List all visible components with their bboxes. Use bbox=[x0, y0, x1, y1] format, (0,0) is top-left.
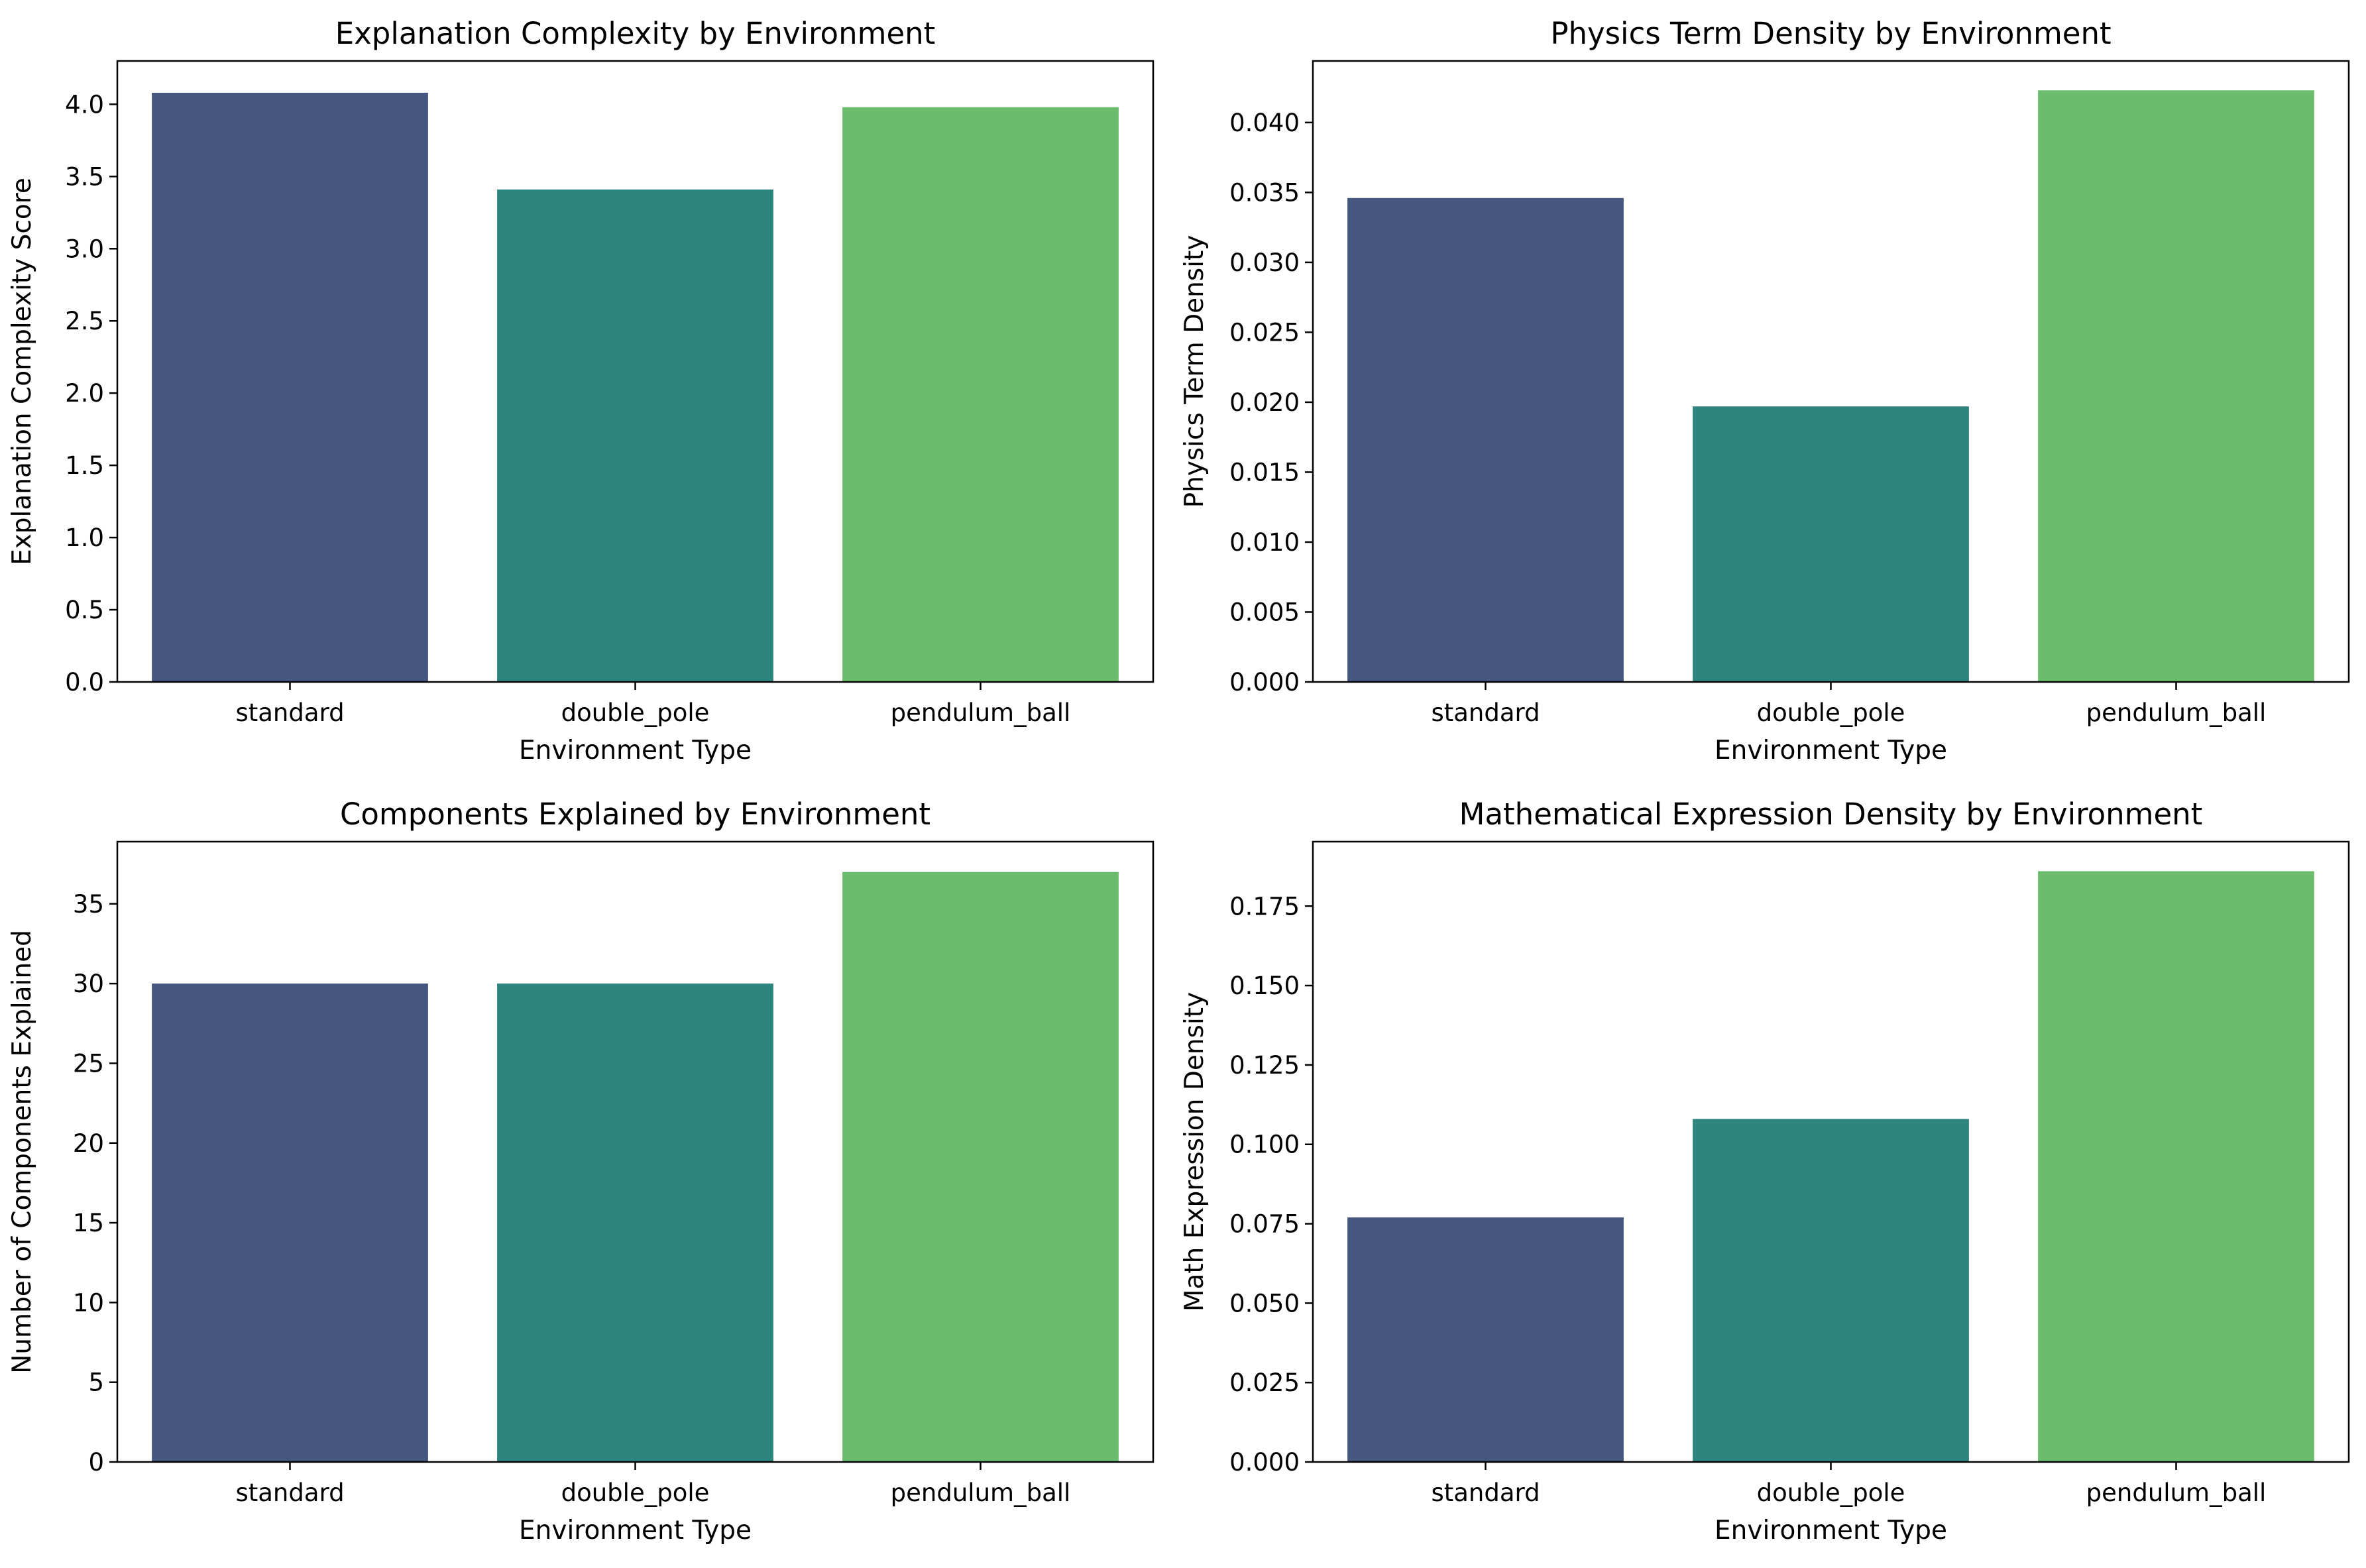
y-axis-label: Math Expression Density bbox=[1180, 992, 1210, 1312]
x-axis-label: Environment Type bbox=[1715, 736, 1947, 765]
y-tick-label: 0.075 bbox=[1229, 1210, 1300, 1239]
y-tick-label: 2.5 bbox=[65, 307, 104, 335]
y-tick-label: 0.015 bbox=[1229, 458, 1300, 486]
y-tick-label: 0.100 bbox=[1229, 1131, 1300, 1159]
chart-panel-4: Mathematical Expression Density by Envir… bbox=[1180, 797, 2350, 1545]
x-tick-label: standard bbox=[1431, 699, 1540, 727]
chart-title: Components Explained by Environment bbox=[340, 797, 930, 832]
y-tick-label: 0.035 bbox=[1229, 178, 1300, 207]
bar-double_pole bbox=[497, 983, 773, 1462]
chart-panel-1: Explanation Complexity by Environment En… bbox=[7, 16, 1155, 765]
x-tick-label: double_pole bbox=[1757, 1479, 1905, 1507]
y-tick-label: 15 bbox=[73, 1209, 104, 1237]
y-tick-label: 0.010 bbox=[1229, 528, 1300, 557]
bar-pendulum_ball bbox=[842, 107, 1119, 683]
bar-standard bbox=[1347, 1217, 1624, 1462]
y-axis-label: Number of Components Explained bbox=[7, 930, 37, 1374]
x-tick-label: double_pole bbox=[1757, 699, 1905, 727]
bar-standard bbox=[1347, 197, 1624, 682]
x-tick-label: double_pole bbox=[561, 1479, 710, 1507]
y-tick-label: 0.005 bbox=[1229, 598, 1300, 626]
y-tick-label: 1.0 bbox=[65, 524, 104, 552]
y-tick-label: 0.150 bbox=[1229, 972, 1300, 1000]
chart-title: Physics Term Density by Environment bbox=[1550, 16, 2111, 51]
y-tick-label: 5 bbox=[88, 1369, 104, 1397]
chart-title: Mathematical Expression Density by Envir… bbox=[1459, 797, 2203, 832]
y-tick-label: 0.125 bbox=[1229, 1051, 1300, 1080]
x-tick-label: standard bbox=[235, 699, 344, 727]
y-tick-label: 0.000 bbox=[1229, 1448, 1300, 1477]
x-axis-label: Environment Type bbox=[519, 736, 752, 765]
bar-standard bbox=[152, 983, 428, 1462]
y-tick-label: 0.025 bbox=[1229, 318, 1300, 347]
y-tick-label: 3.5 bbox=[65, 162, 104, 191]
bar-double_pole bbox=[1693, 406, 1969, 682]
chart-panel-2: Physics Term Density by Environment Envi… bbox=[1180, 16, 2350, 765]
x-tick-label: double_pole bbox=[561, 699, 710, 727]
y-tick-label: 0.040 bbox=[1229, 109, 1300, 137]
y-tick-label: 10 bbox=[73, 1288, 104, 1317]
y-tick-label: 0.020 bbox=[1229, 388, 1300, 417]
y-tick-label: 0.175 bbox=[1229, 892, 1300, 921]
bar-pendulum_ball bbox=[842, 871, 1119, 1462]
y-tick-label: 0.050 bbox=[1229, 1289, 1300, 1317]
bar-pendulum_ball bbox=[2038, 871, 2314, 1462]
bar-pendulum_ball bbox=[2038, 90, 2314, 682]
x-tick-label: pendulum_ball bbox=[891, 1479, 1071, 1507]
y-tick-label: 1.5 bbox=[65, 451, 104, 480]
y-axis-label: Physics Term Density bbox=[1180, 235, 1210, 508]
y-tick-label: 0.025 bbox=[1229, 1369, 1300, 1397]
y-tick-label: 0 bbox=[88, 1448, 104, 1477]
y-tick-label: 30 bbox=[73, 970, 104, 998]
y-tick-label: 3.0 bbox=[65, 235, 104, 263]
y-tick-label: 0.030 bbox=[1229, 249, 1300, 277]
y-tick-label: 0.0 bbox=[65, 668, 104, 697]
chart-panel-3: Components Explained by Environment Envi… bbox=[7, 797, 1155, 1545]
x-tick-label: pendulum_ball bbox=[2086, 1479, 2267, 1507]
y-tick-label: 0.5 bbox=[65, 596, 104, 624]
x-tick-label: pendulum_ball bbox=[891, 699, 1071, 727]
y-axis-label: Explanation Complexity Score bbox=[7, 178, 37, 565]
bar-double_pole bbox=[1693, 1119, 1969, 1462]
bar-standard bbox=[152, 92, 428, 683]
bar-double_pole bbox=[497, 189, 773, 682]
y-tick-label: 20 bbox=[73, 1129, 104, 1158]
y-tick-label: 0.000 bbox=[1229, 668, 1300, 697]
chart-title: Explanation Complexity by Environment bbox=[335, 16, 936, 51]
y-tick-label: 4.0 bbox=[65, 90, 104, 119]
y-tick-label: 2.0 bbox=[65, 379, 104, 408]
x-tick-label: pendulum_ball bbox=[2086, 699, 2267, 727]
x-axis-label: Environment Type bbox=[519, 1516, 752, 1545]
x-axis-label: Environment Type bbox=[1715, 1516, 1947, 1545]
x-tick-label: standard bbox=[235, 1479, 344, 1507]
y-tick-label: 25 bbox=[73, 1049, 104, 1078]
x-tick-label: standard bbox=[1431, 1479, 1540, 1507]
y-tick-label: 35 bbox=[73, 890, 104, 919]
